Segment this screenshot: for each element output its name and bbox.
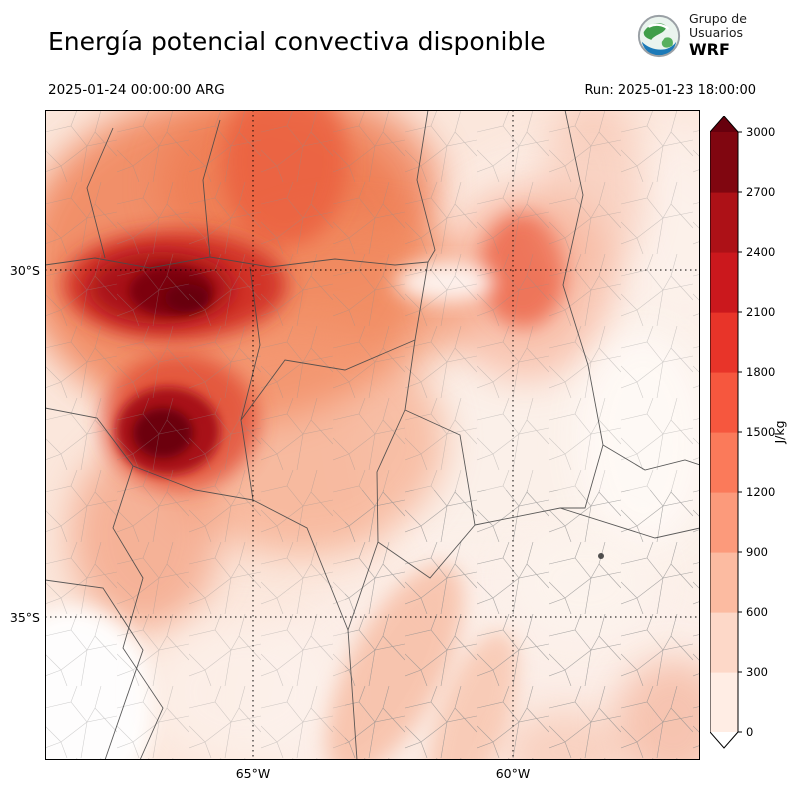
logo-line-wrf: WRF [689,40,730,59]
lat-tick-35s: 35°S [9,610,40,625]
logo-line-usuarios: Usuarios [689,25,744,40]
map-canvas [45,110,700,760]
colorbar-tick-label: 2400 [746,245,775,259]
wrf-logo: Grupo de Usuarios WRF [636,12,747,59]
map-svg [45,110,700,760]
lon-tick-65w: 65°W [235,766,271,781]
globe-icon [637,14,681,57]
colorbar-tick-label: 300 [746,665,768,679]
run-time-label: Run: 2025-01-23 18:00:00 [584,83,756,98]
colorbar-tick-label: 900 [746,545,768,559]
colorbar-tick-label: 1500 [746,425,775,439]
colorbar-tick-label: 1200 [746,485,775,499]
colorbar-band [710,192,738,253]
colorbar-over-arrow [710,116,738,132]
lon-tick-60w: 60°W [495,766,531,781]
colorbar-band [710,312,738,373]
logo-line-grupo: Grupo de [689,11,747,26]
colorbar-band [710,492,738,553]
logo-text: Grupo de Usuarios WRF [689,11,747,60]
colorbar-tick-label: 600 [746,605,768,619]
lat-tick-30s: 30°S [9,263,40,278]
colorbar-under-arrow [710,732,738,748]
colorbar-unit-label: J/kg [772,420,787,444]
dense-urban-boundaries-dot [598,553,604,559]
colorbar-band [710,252,738,313]
colorbar-band [710,132,738,193]
colorbar: 0 300 600 900 1200 1500 1800 2100 2400 2700 3000 J/… [710,116,787,749]
colorbar-tick-label: 2100 [746,305,775,319]
colorbar-band [710,672,738,733]
valid-time-label: 2025-01-24 00:00:00 ARG [48,82,225,98]
colorbar-band [710,372,738,433]
colorbar-tick-label: 1800 [746,365,775,379]
page-title: Energía potencial convectiva disponible [48,27,546,56]
colorbar-band [710,552,738,613]
county-borders-dense [345,490,700,760]
colorbar-tick-label: 3000 [746,125,775,139]
colorbar-tick-label: 0 [746,725,753,739]
map-frame [45,110,700,760]
colorbar-tick-label: 2700 [746,185,775,199]
gridlines [45,110,700,760]
colorbar-band [710,432,738,493]
province-borders [45,110,700,760]
colorbar-band [710,612,738,673]
